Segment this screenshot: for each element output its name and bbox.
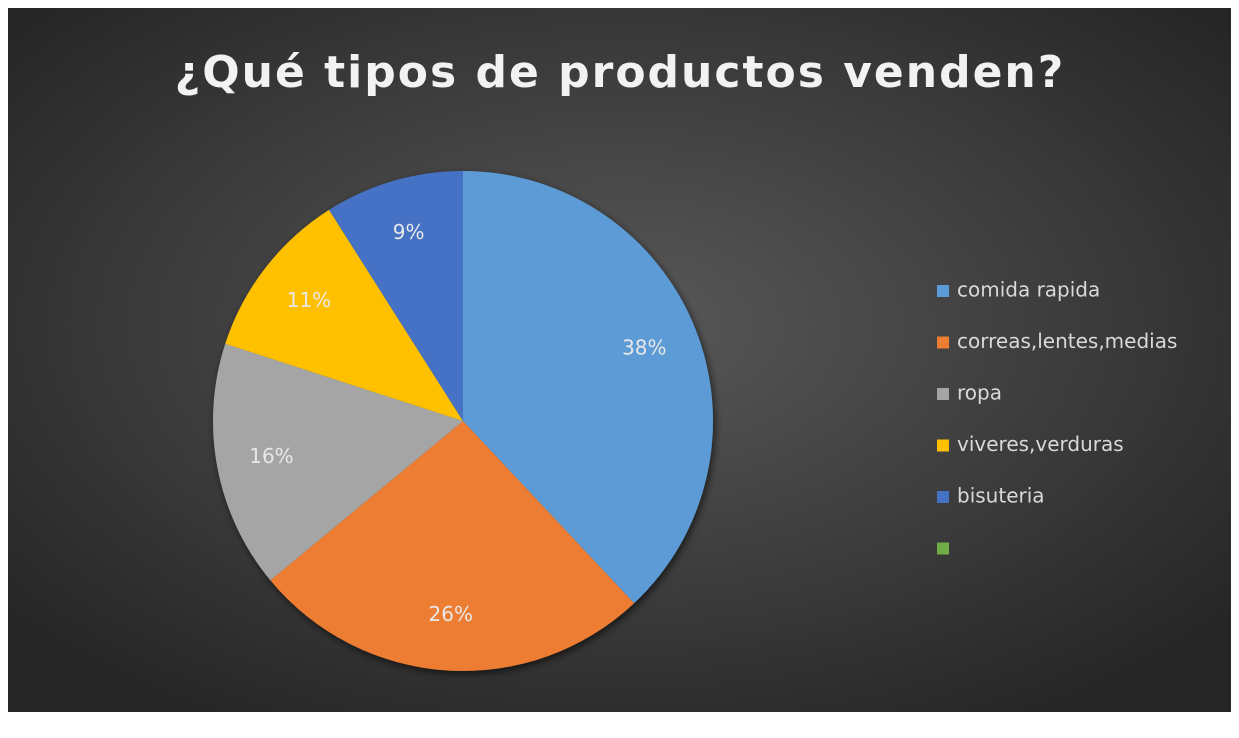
pie-slice [463,171,714,604]
legend-label: bisuteria [957,484,1045,508]
pie-slice [225,209,463,421]
legend-swatch [937,542,949,555]
data-label: 16% [249,444,293,468]
data-label: 9% [393,220,425,244]
legend-label: ropa [957,381,1002,405]
pie [212,171,714,672]
pie-slice [329,171,463,421]
legend-swatch [937,336,949,349]
legend-swatch [937,388,949,400]
pie-slice [212,343,463,581]
data-label: 38% [622,336,666,360]
legend-label: comida rapida [957,278,1100,302]
legend-swatch [937,491,949,503]
data-label: 26% [429,602,473,626]
legend-swatch [937,439,949,452]
chart-title: ¿Qué tipos de productos venden? [175,47,1066,98]
pie-slice [270,421,635,672]
data-label: 11% [287,288,331,312]
legend-label: viveres,verduras [957,432,1124,456]
legend-swatch [937,285,949,297]
legend-label: correas,lentes,medias [957,329,1177,353]
